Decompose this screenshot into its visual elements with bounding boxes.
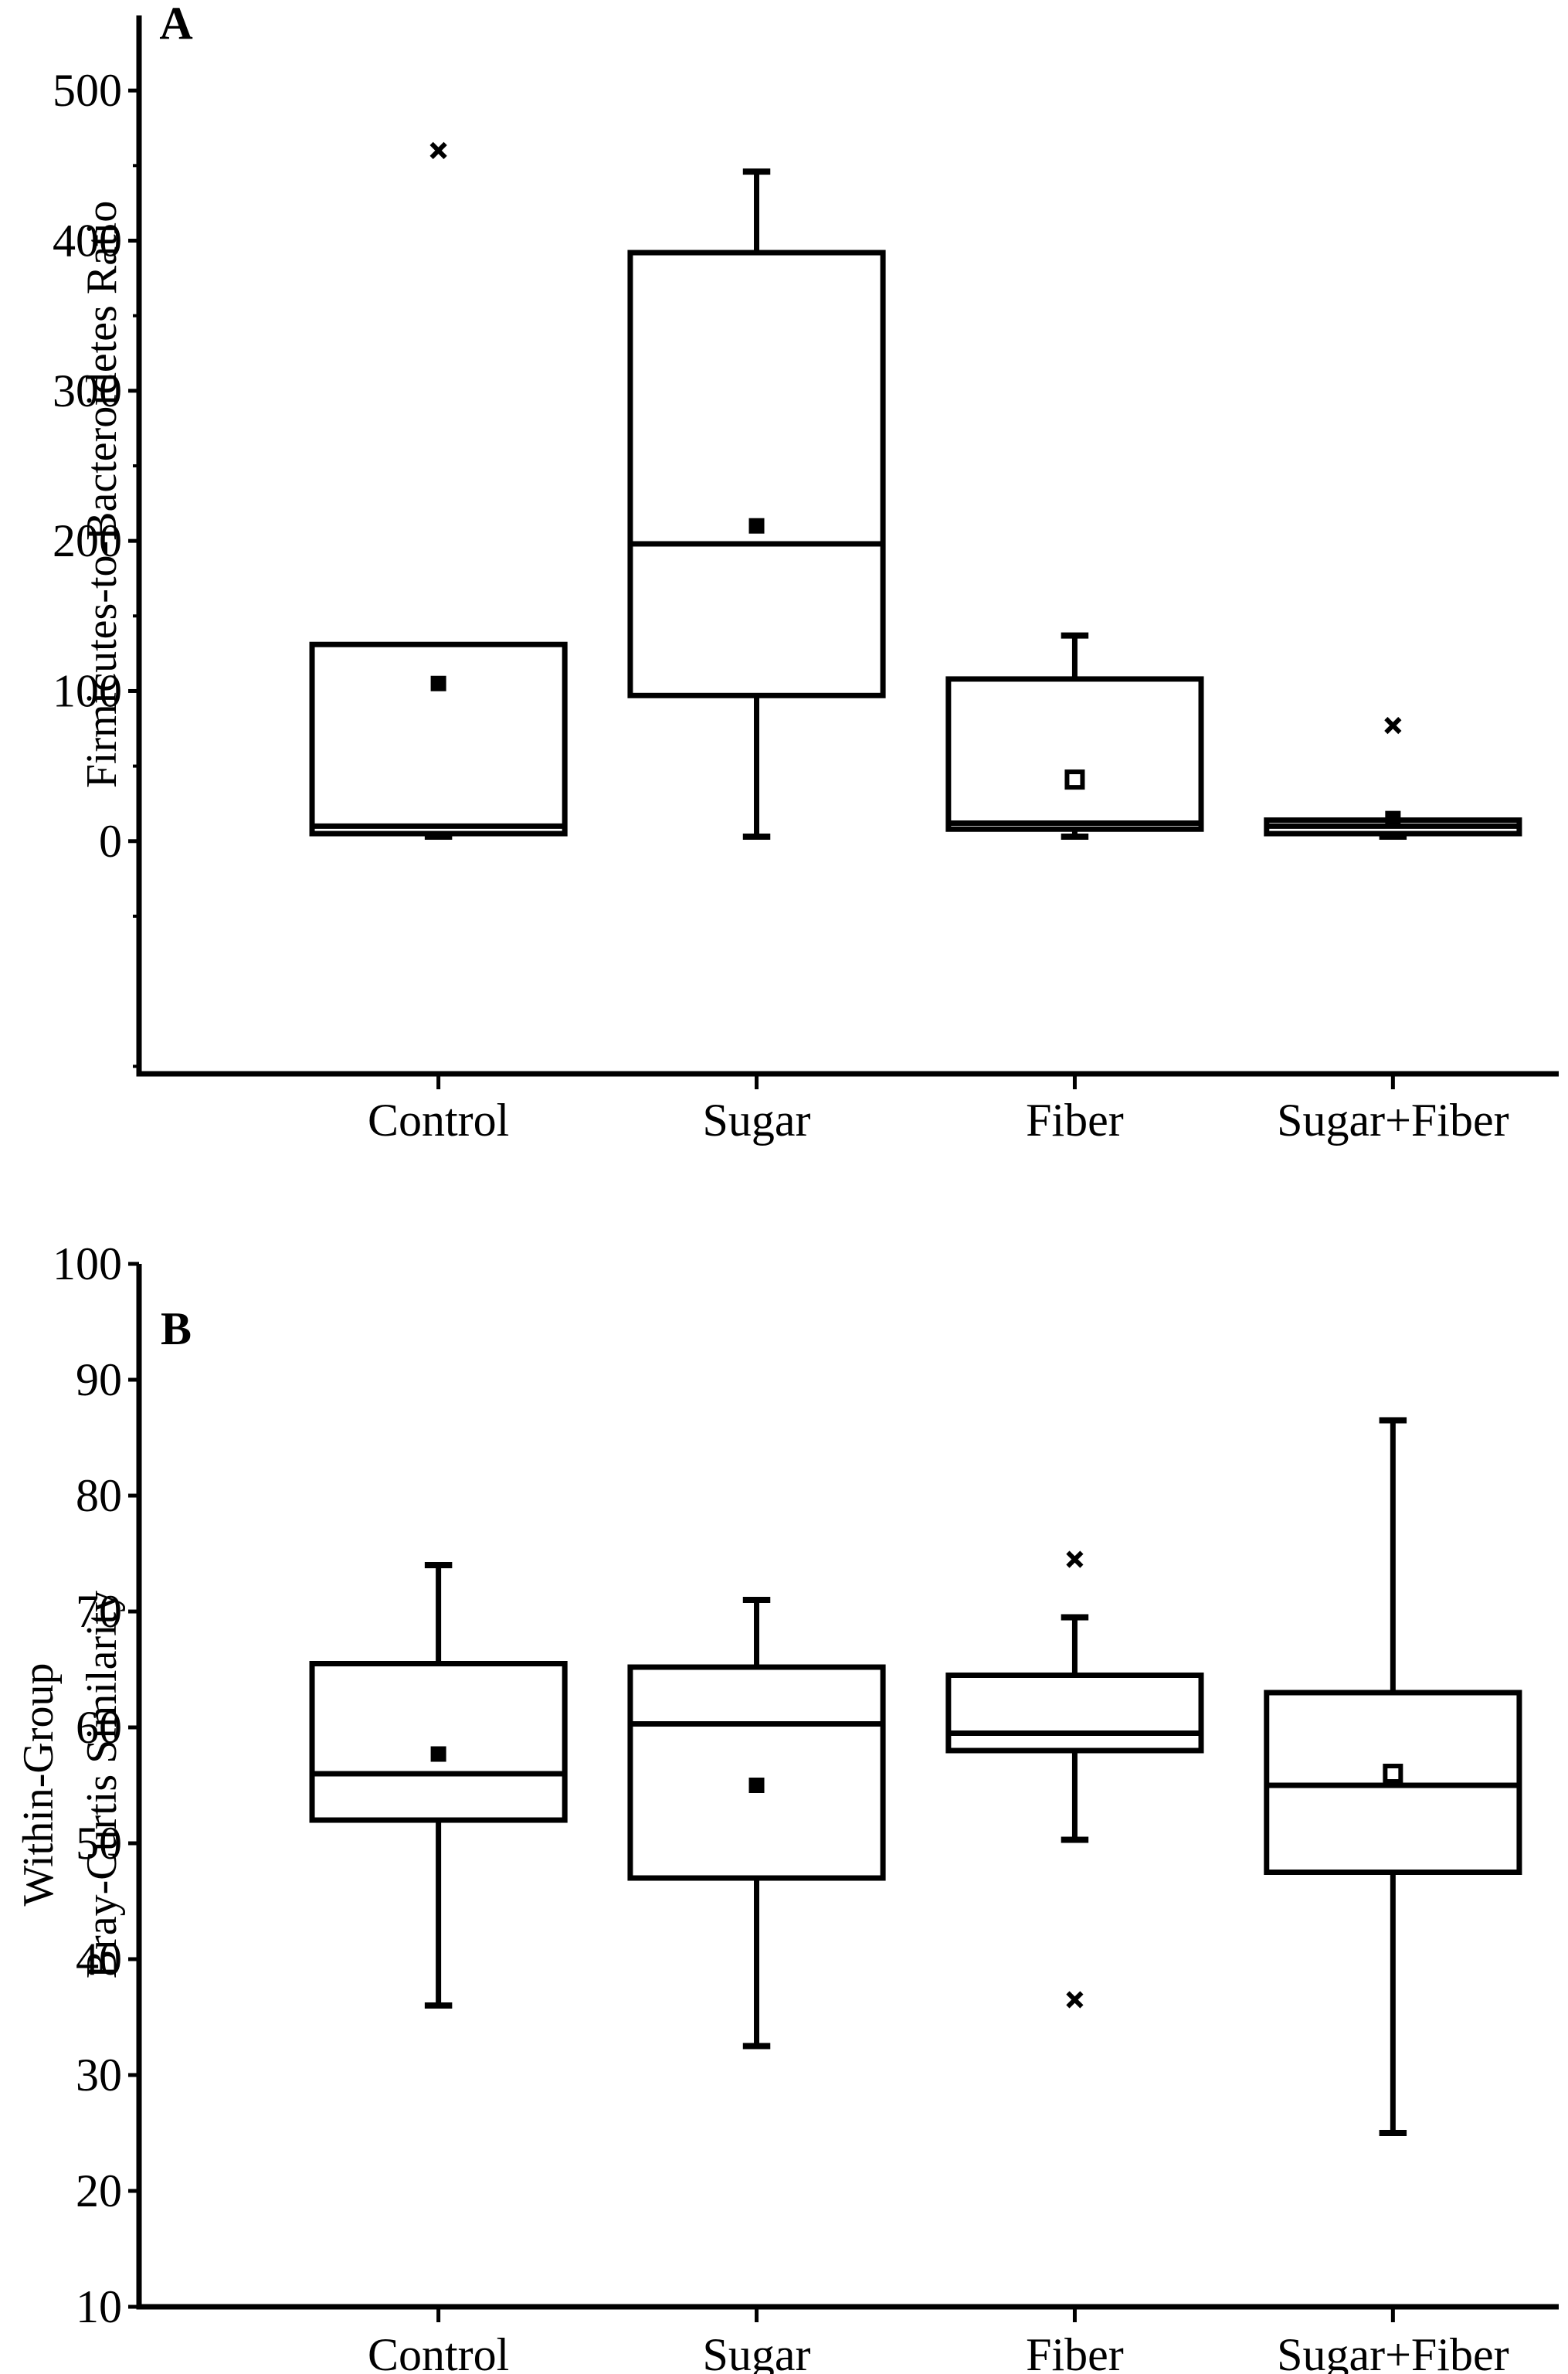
iqr-box <box>1264 1690 1522 1875</box>
x-category-label: Sugar+Fiber <box>1277 1095 1509 1146</box>
y-tick-label: 90 <box>76 1354 122 1405</box>
y-axis-title: Firmicutes-to-Bacteroidetes Ratio <box>78 201 126 788</box>
box-1 <box>627 168 886 840</box>
y-tick-label: 50 <box>76 1818 122 1869</box>
box-3 <box>1264 1417 1522 2136</box>
mean-marker <box>1383 1764 1403 1784</box>
panel-letter: B <box>161 1303 192 1354</box>
panel-a: 0 100 200 300 400 500 Control Sugar Fiber Sugar+F… <box>53 0 1559 1146</box>
iqr-box <box>945 1673 1204 1754</box>
x-category-label: Sugar <box>703 1095 811 1146</box>
iqr-box <box>627 250 886 698</box>
mean-marker <box>1385 810 1401 827</box>
outlier-marker <box>1384 717 1402 735</box>
mean-marker <box>430 675 446 691</box>
x-category-label: Sugar <box>703 2329 811 2374</box>
box-2 <box>945 632 1204 840</box>
outlier-marker <box>429 141 447 160</box>
y-tick-label: 80 <box>76 1470 122 1521</box>
iqr-box <box>627 1664 886 1881</box>
y-tick-label: 10 <box>76 2281 122 2332</box>
y-tick-label: 400 <box>53 215 122 266</box>
x-category-label: Fiber <box>1026 1095 1124 1146</box>
x-category-label: Control <box>368 1095 509 1146</box>
box-1 <box>627 1597 886 2050</box>
mean-marker <box>1064 769 1085 790</box>
outlier-marker <box>1066 1991 1084 2009</box>
panel-letter: A <box>159 0 192 49</box>
x-category-label: Control <box>368 2329 509 2374</box>
y-tick-label: 30 <box>76 2050 122 2101</box>
x-category-label: Sugar+Fiber <box>1277 2329 1509 2374</box>
mean-marker <box>748 1778 765 1793</box>
y-tick-label: 0 <box>99 816 122 867</box>
y-tick-label: 100 <box>53 1238 122 1289</box>
y-axis-title-line-2: Bray-Curtis Similarity <box>78 1591 126 1978</box>
y-tick-label: 100 <box>53 665 122 716</box>
y-tick-label: 20 <box>76 2165 122 2216</box>
y-tick-label: 40 <box>76 1934 122 1985</box>
iqr-box <box>309 1661 568 1823</box>
iqr-box <box>945 676 1204 832</box>
iqr-box <box>309 641 568 837</box>
box-0 <box>309 1562 568 2009</box>
box-3 <box>1264 717 1522 840</box>
box-2 <box>945 1550 1204 2009</box>
y-tick-label: 300 <box>53 365 122 416</box>
y-tick-label: 60 <box>76 1702 122 1753</box>
mean-marker <box>748 518 765 534</box>
y-axis-title-line-1: Within-Group <box>15 1662 63 1906</box>
y-tick-label: 200 <box>53 515 122 566</box>
x-category-label: Fiber <box>1026 2329 1124 2374</box>
panel-b: 10 20 30 40 50 60 70 80 90 100 Control Sugar Fiber Su… <box>15 1238 1559 2374</box>
y-tick-label: 500 <box>53 65 122 116</box>
mean-marker <box>430 1746 446 1762</box>
box-0 <box>309 141 568 840</box>
y-tick-label: 70 <box>76 1586 122 1637</box>
outlier-marker <box>1066 1550 1084 1568</box>
